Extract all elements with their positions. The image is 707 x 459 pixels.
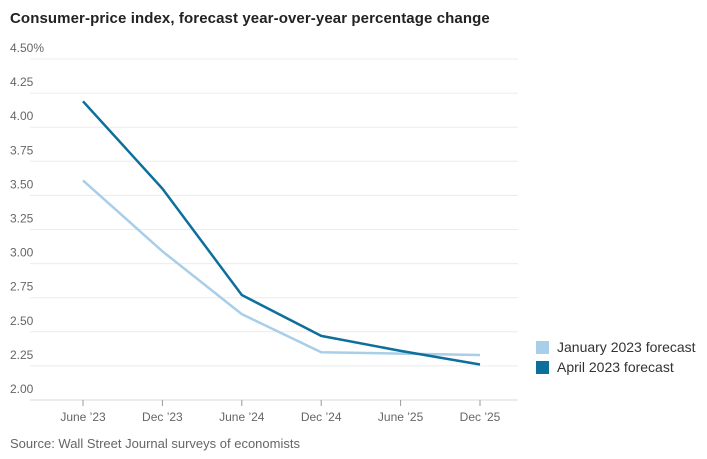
x-axis-label: Dec ’24: [301, 410, 342, 424]
line-chart: 4.50% 4.25 4.00 3.75 3.50 3.25 3.00 2.75 2.50 2.2…: [10, 41, 518, 424]
y-axis-label: 3.25: [10, 212, 34, 226]
y-axis-label: 2.25: [10, 348, 34, 362]
legend-label: January 2023 forecast: [557, 339, 696, 355]
legend-swatch-icon: [536, 360, 549, 374]
series-line-april-2023-forecast: [82, 100, 481, 366]
x-axis-label: Dec ’23: [142, 410, 183, 424]
y-axis-label: 3.50: [10, 177, 34, 191]
x-axis-label: June ’23: [60, 410, 106, 424]
x-axis-label: June ’25: [378, 410, 424, 424]
y-axis-label: 2.75: [10, 280, 34, 294]
y-axis-label: 2.50: [10, 314, 34, 328]
y-axis-labels: 4.50% 4.25 4.00 3.75 3.50 3.25 3.00 2.75 2.50 2.2…: [10, 41, 44, 396]
y-axis-label: 4.50%: [10, 41, 44, 55]
legend-item-january-2023-forecast: January 2023 forecast: [536, 337, 696, 357]
y-axis-label: 2.00: [10, 382, 34, 396]
x-axis-label: June ’24: [219, 410, 265, 424]
y-axis-label: 4.25: [10, 75, 34, 89]
y-axis-label: 3.75: [10, 143, 34, 157]
source-note: Source: Wall Street Journal surveys of e…: [10, 436, 300, 451]
y-axis-label: 3.00: [10, 246, 34, 260]
legend-swatch-icon: [536, 340, 549, 354]
gridlines: [30, 58, 518, 401]
series-line-january-2023-forecast: [82, 179, 481, 357]
chart-legend: January 2023 forecast April 2023 forecas…: [536, 337, 696, 377]
y-axis-label: 4.00: [10, 109, 34, 123]
x-axis-label: Dec ’25: [460, 410, 501, 424]
legend-item-april-2023-forecast: April 2023 forecast: [536, 357, 696, 377]
x-axis: June ’23 Dec ’23 June ’24 Dec ’24 June ’25 De…: [60, 400, 501, 424]
chart-title: Consumer-price index, forecast year-over…: [10, 10, 490, 27]
legend-label: April 2023 forecast: [557, 359, 674, 375]
